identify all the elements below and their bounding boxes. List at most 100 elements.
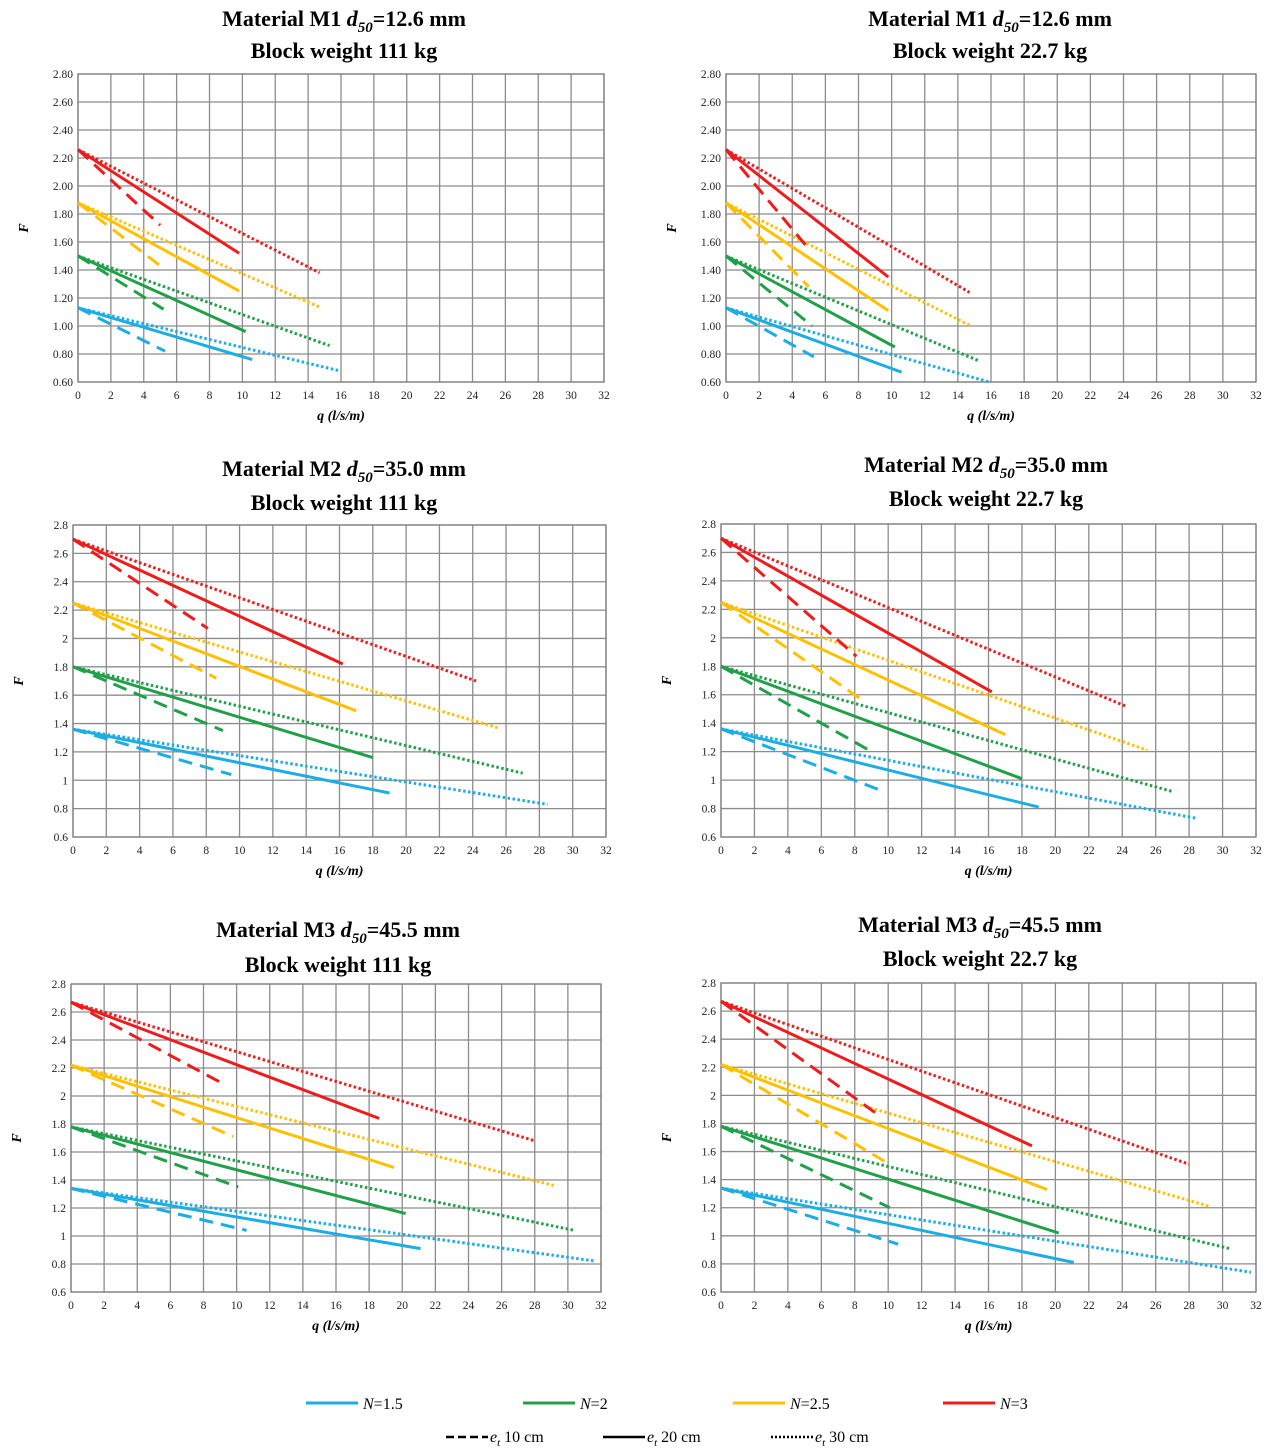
y-tick-label: 0.6: [702, 832, 717, 844]
x-tick-label: 4: [785, 1300, 791, 1312]
chart-title: Material M3 d50=45.5 mm: [216, 917, 460, 947]
y-tick-label: 2.00: [53, 181, 73, 193]
legend-value: 30 cm: [825, 1429, 869, 1446]
x-tick-label: 4: [134, 1300, 140, 1312]
series-line-N1_5-et10: [72, 727, 232, 777]
x-tick-label: 22: [434, 390, 446, 402]
legend-subscript: t: [654, 1437, 658, 1449]
legend-var: e: [647, 1429, 654, 1446]
y-tick-label: 1: [62, 775, 68, 787]
x-tick-label: 18: [1016, 1300, 1028, 1312]
series-line-N2_5-et10: [77, 201, 162, 267]
x-axis-label: q (l/s/m): [965, 1319, 1013, 1334]
y-tick-label: 2.2: [702, 1062, 717, 1074]
y-tick-label: 0.6: [54, 832, 69, 844]
x-axis-label: q (l/s/m): [317, 409, 365, 424]
x-tick-label: 30: [562, 1300, 574, 1312]
legend-style-label: et 30 cm: [815, 1429, 869, 1449]
y-tick-label: 2.8: [702, 978, 717, 990]
x-tick-label: 2: [752, 845, 758, 857]
x-axis-label: q (l/s/m): [965, 864, 1013, 879]
y-tick-label: 1.8: [702, 661, 717, 673]
x-tick-label: 16: [334, 845, 346, 857]
y-tick-label: 2.6: [702, 547, 717, 559]
x-tick-label: 14: [952, 390, 964, 402]
y-tick-label: 1.6: [52, 1147, 67, 1159]
y-tick-label: 2.8: [702, 519, 717, 531]
x-tick-label: 32: [595, 1300, 607, 1312]
x-tick-label: 6: [174, 390, 180, 402]
y-tick-label: 1: [710, 775, 716, 787]
y-tick-label: 1.6: [702, 690, 717, 702]
series-line-N2_5-et30: [725, 201, 972, 328]
x-tick-label: 26: [496, 1300, 508, 1312]
series-line-N2_5-et20: [77, 201, 240, 293]
series-line-N2_5-et10: [720, 601, 866, 704]
x-tick-label: 18: [1018, 390, 1030, 402]
title-var: d: [347, 456, 359, 481]
series-line-N2_5-et10: [70, 1063, 234, 1138]
y-tick-label: 2.4: [702, 1034, 717, 1046]
y-tick-label: 2.60: [701, 97, 721, 109]
y-tick-label: 2.20: [53, 153, 73, 165]
chart-panel-4: Material M2 d50=35.0 mm Block weight 22.7…: [660, 452, 1262, 879]
series-line-N3-et20: [72, 537, 344, 666]
title-subscript: 50: [994, 926, 1010, 942]
series-line-N2_5-et30: [70, 1063, 555, 1188]
title-var: d: [341, 917, 353, 942]
chart-subtitle: Block weight 22.7 kg: [883, 946, 1077, 971]
x-tick-label: 8: [207, 390, 213, 402]
y-tick-label: 1.4: [54, 719, 69, 731]
legend-value: 20 cm: [657, 1429, 701, 1446]
legend-label: N=2: [579, 1396, 608, 1413]
x-tick-label: 0: [70, 845, 76, 857]
series-line-N1_5-et30: [70, 1186, 597, 1263]
y-tick-label: 1.4: [702, 1175, 717, 1187]
series-line-N2_5-et30: [77, 201, 322, 310]
title-subscript: 50: [358, 20, 374, 36]
plot-frame: [72, 524, 607, 838]
x-tick-label: 6: [818, 845, 824, 857]
x-tick-label: 20: [1052, 390, 1064, 402]
x-tick-label: 24: [463, 1300, 475, 1312]
chart-title: Material M1 d50=12.6 mm: [868, 6, 1112, 36]
x-tick-label: 20: [400, 845, 412, 857]
chart-subtitle: Block weight 111 kg: [245, 952, 431, 977]
chart-panel-6: Material M3 d50=45.5 mm Block weight 22.7…: [660, 912, 1262, 1334]
x-tick-label: 22: [430, 1300, 442, 1312]
title-value: =12.6 mm: [373, 6, 466, 31]
series-line-N1_5-et30: [72, 727, 548, 806]
y-tick-label: 1.80: [53, 209, 73, 221]
x-tick-label: 6: [818, 1300, 824, 1312]
series-line-N3-et30: [720, 536, 1127, 708]
legend-value: 10 cm: [500, 1429, 544, 1446]
legend-subscript: t: [822, 1437, 826, 1449]
x-tick-label: 4: [785, 845, 791, 857]
legend-label: N=1.5: [362, 1396, 403, 1413]
x-tick-label: 12: [919, 390, 931, 402]
x-tick-label: 12: [270, 390, 282, 402]
y-tick-label: 2: [62, 633, 68, 645]
chart-title: Material M3 d50=45.5 mm: [858, 912, 1102, 942]
y-tick-label: 1.8: [54, 662, 69, 674]
x-tick-label: 32: [1250, 845, 1262, 857]
y-axis-label: F: [660, 1132, 675, 1143]
x-tick-label: 8: [201, 1300, 207, 1312]
series-line-N2-et10: [70, 1125, 239, 1189]
y-tick-label: 2.8: [52, 979, 67, 991]
y-tick-label: 1.40: [53, 265, 73, 277]
y-tick-label: 2.80: [53, 69, 73, 81]
series-line-N1_5-et20: [725, 306, 903, 374]
x-tick-label: 12: [267, 845, 279, 857]
y-tick-label: 2.4: [54, 577, 69, 589]
title-subscript: 50: [358, 470, 374, 486]
legend-value: =3: [1011, 1396, 1028, 1413]
plot-frame: [77, 73, 605, 383]
y-tick-label: 2: [710, 1090, 716, 1102]
title-text: Material M2: [222, 456, 347, 481]
title-text: Material M3: [858, 912, 983, 937]
series-line-N3-et30: [70, 1000, 536, 1143]
y-axis-label: F: [665, 223, 680, 234]
